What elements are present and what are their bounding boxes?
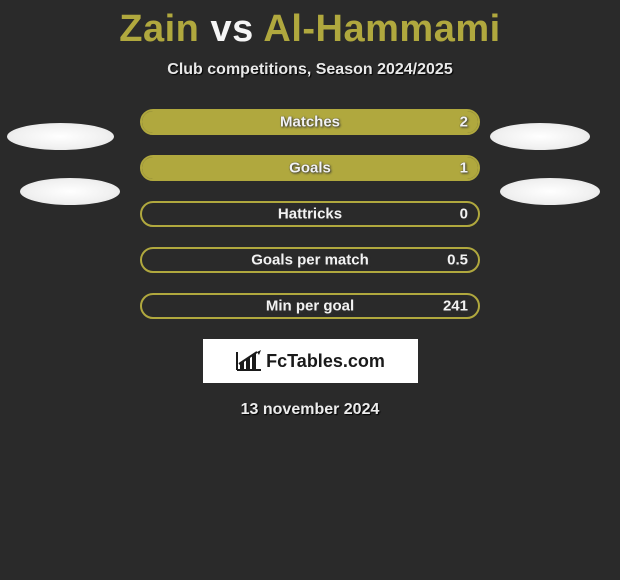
brand-text: FcTables.com [266,351,385,372]
decorative-ellipse [500,178,600,205]
stat-value: 1 [460,160,468,177]
decorative-ellipse [20,178,120,205]
stat-value: 241 [443,298,468,315]
stat-label: Min per goal [266,298,354,315]
date-text: 13 november 2024 [0,401,620,419]
stat-value: 0.5 [447,252,468,269]
decorative-ellipse [7,123,114,150]
brand-box: FcTables.com [203,339,418,383]
page-title: Zain vs Al-Hammami [0,0,620,51]
stats-rows: Matches 2 Goals 1 Hattricks 0 Goals per match 0… [140,109,480,319]
title-left: Zain [119,8,199,50]
stat-row: Matches 2 [140,109,480,135]
stat-label: Goals [289,160,331,177]
stat-label: Matches [280,114,340,131]
decorative-ellipse [490,123,590,150]
stat-value: 2 [460,114,468,131]
subtitle: Club competitions, Season 2024/2025 [0,61,620,79]
title-vs: vs [210,8,253,50]
bar-chart-icon [235,350,263,372]
stat-row: Goals 1 [140,155,480,181]
stat-row: Hattricks 0 [140,201,480,227]
stat-value: 0 [460,206,468,223]
stat-label: Hattricks [278,206,342,223]
title-right: Al-Hammami [263,8,500,50]
stat-label: Goals per match [251,252,369,269]
stat-row: Goals per match 0.5 [140,247,480,273]
stat-row: Min per goal 241 [140,293,480,319]
